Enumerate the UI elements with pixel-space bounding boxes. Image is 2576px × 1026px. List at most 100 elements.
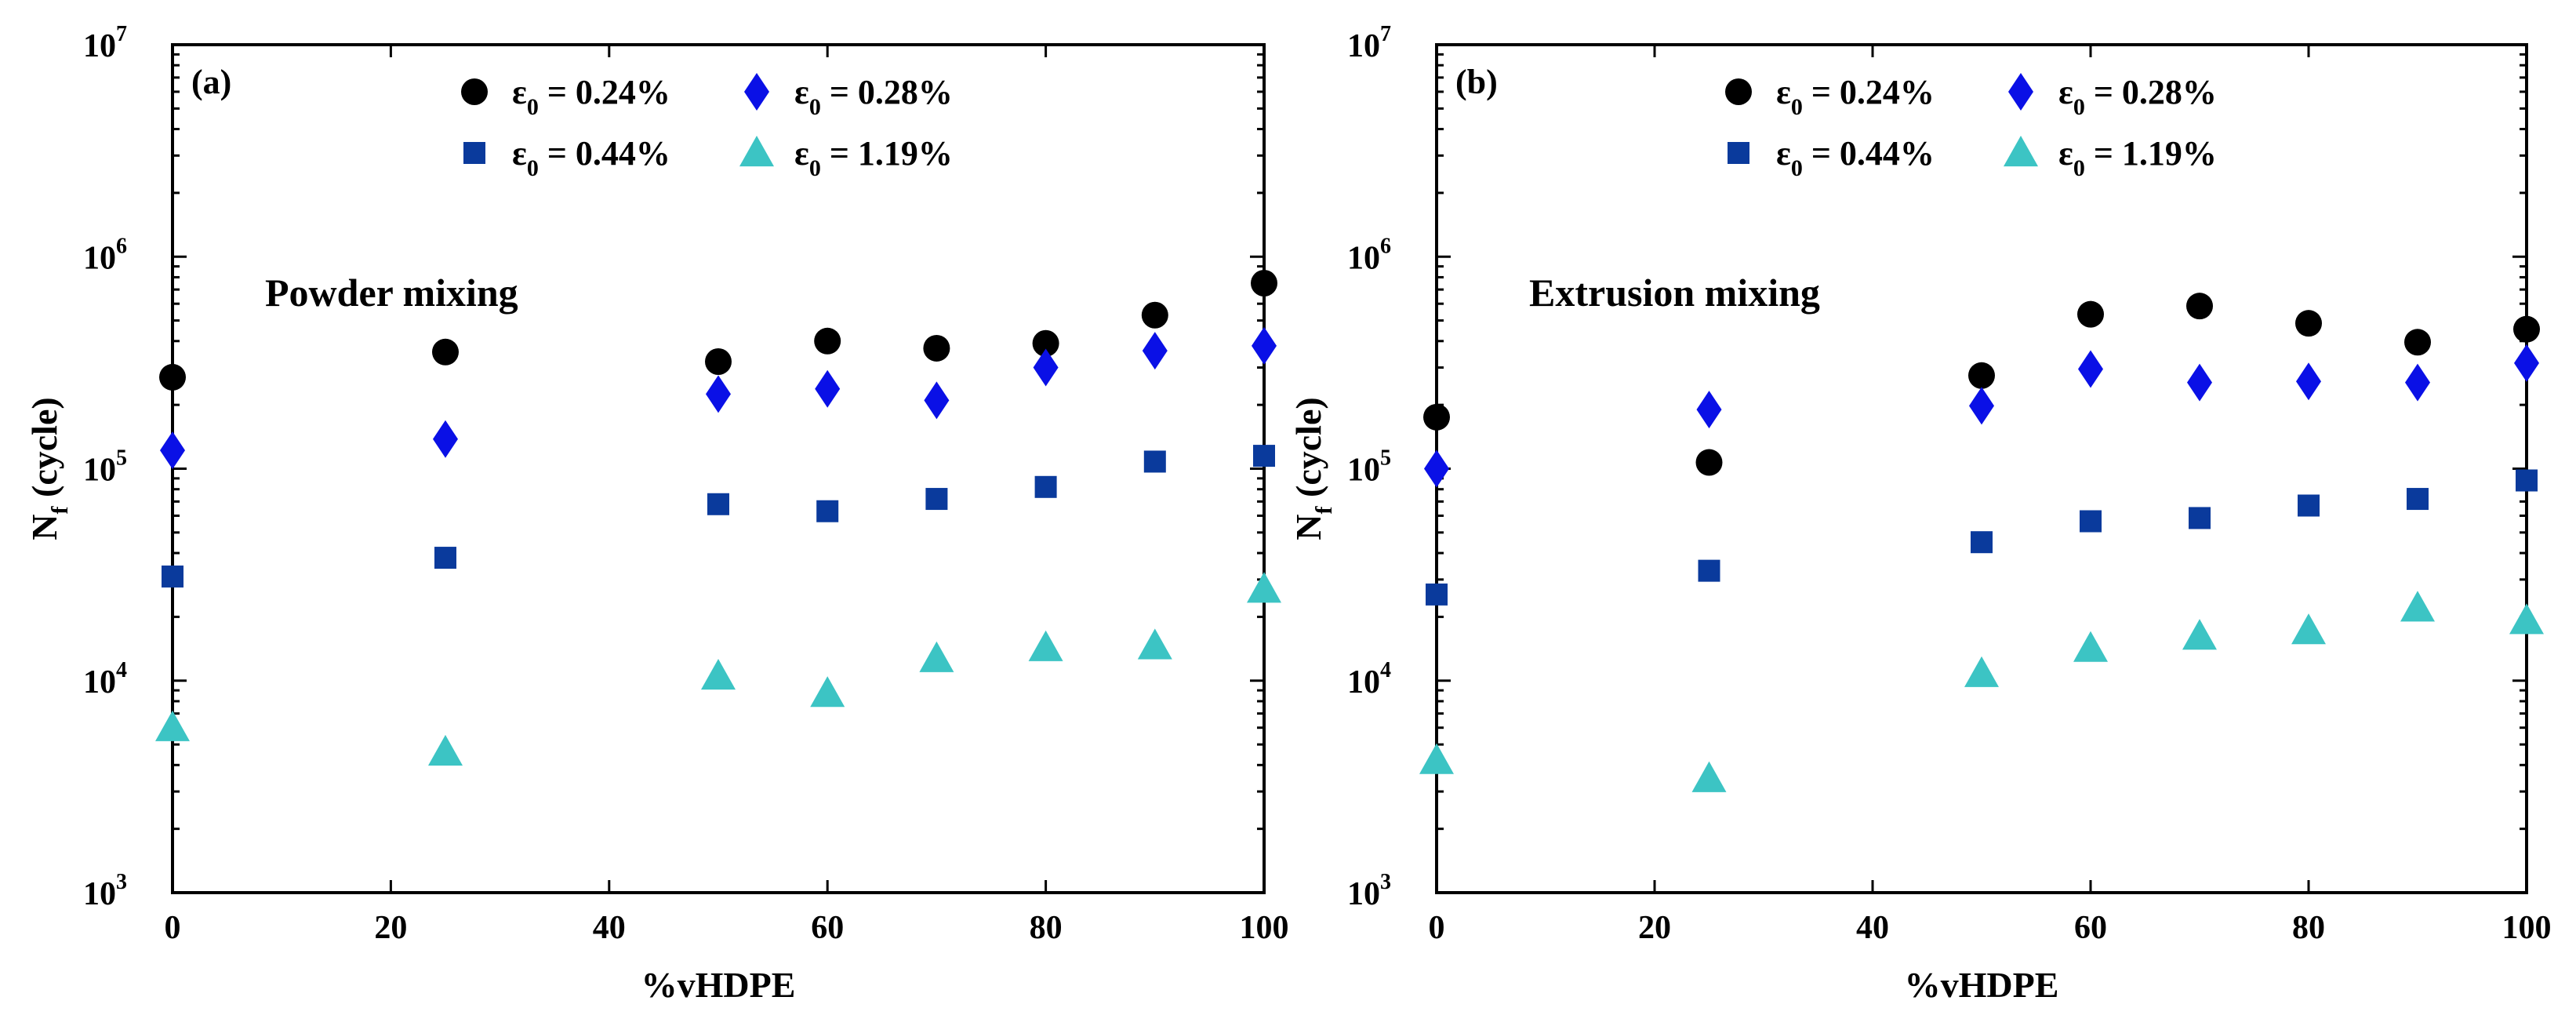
chart-panel-b: 0 20 40 60 80 100 103 104 105 106 107 %vHDPE Nf (cyc… — [1288, 22, 2552, 1005]
data-point-circle — [1141, 301, 1168, 329]
data-point-square — [2516, 469, 2538, 492]
data-point-circle — [2295, 310, 2322, 337]
x-tick-label: 20 — [1638, 910, 1671, 946]
data-point-square — [2407, 488, 2429, 511]
data-point-circle — [814, 327, 841, 355]
data-point-square — [1698, 559, 1720, 582]
data-point-square — [816, 500, 839, 522]
series-circle — [1423, 293, 2540, 476]
x-tick-label: 0 — [1429, 910, 1445, 946]
legend-entry: ε0 = 0.28% — [2058, 73, 2217, 120]
x-tick-label: 20 — [374, 910, 407, 946]
panel-label: (a) — [191, 63, 231, 101]
y-tick-label: 107 — [1347, 22, 1391, 64]
data-point-triangle — [155, 710, 190, 741]
data-point-circle — [1251, 270, 1277, 297]
data-point-circle — [2186, 293, 2213, 320]
data-point-diamond — [1033, 348, 1059, 387]
series-square — [162, 445, 1275, 588]
data-point-triangle — [2291, 613, 2326, 645]
y-tick-label: 104 — [83, 658, 127, 700]
x-axis-label: %vHDPE — [641, 965, 796, 1005]
data-point-diamond — [2078, 350, 2103, 388]
y-tick-label: 106 — [1347, 234, 1391, 276]
chart-panel-a: 0 20 40 60 80 100 103 104 105 106 107 %vHDPE Nf (cyc… — [24, 22, 1289, 1005]
data-point-diamond — [815, 369, 841, 408]
series-square — [1426, 469, 2538, 606]
data-point-triangle — [2073, 631, 2108, 662]
data-point-square — [1426, 583, 1448, 606]
data-point-diamond — [1252, 326, 1277, 365]
panel-label: (b) — [1455, 63, 1498, 101]
data-point-triangle — [428, 734, 463, 766]
data-point-square — [1034, 475, 1057, 498]
data-point-circle — [923, 334, 950, 362]
data-point-circle — [1968, 362, 1995, 389]
legend-entry: ε0 = 0.44% — [512, 134, 670, 181]
legend-marker-diamond — [2008, 73, 2033, 111]
mixing-method-label: Extrusion mixing — [1529, 271, 1820, 315]
legend-marker-triangle — [2004, 136, 2038, 167]
y-tick-label: 107 — [83, 22, 127, 64]
data-point-diamond — [1424, 449, 1449, 488]
x-axis-label: %vHDPE — [1905, 965, 2059, 1005]
data-point-diamond — [2405, 363, 2430, 402]
data-point-circle — [432, 338, 459, 366]
data-point-diamond — [706, 375, 731, 413]
y-tick-label: 103 — [83, 870, 127, 912]
y-tick-label: 103 — [1347, 870, 1391, 912]
legend-entry: ε0 = 0.24% — [1776, 73, 1935, 120]
data-point-circle — [2077, 300, 2104, 328]
data-point-square — [1253, 445, 1275, 468]
data-point-circle — [1695, 449, 1723, 476]
x-tick-label: 40 — [1856, 910, 1889, 946]
data-point-triangle — [2400, 591, 2435, 622]
data-point-circle — [159, 363, 186, 391]
plot-frame — [171, 43, 1266, 894]
plot-frame — [1435, 43, 2528, 894]
legend-entry: ε0 = 0.44% — [1776, 134, 1935, 181]
data-point-circle — [2404, 329, 2431, 356]
data-point-circle — [2513, 315, 2540, 343]
y-tick-label: 106 — [83, 234, 127, 276]
series-diamond — [1424, 344, 2539, 488]
x-tick-label: 60 — [811, 910, 844, 946]
data-point-diamond — [924, 381, 950, 420]
x-tick-label: 80 — [2292, 910, 2325, 946]
data-point-diamond — [433, 420, 458, 458]
data-point-diamond — [2296, 362, 2321, 401]
data-point-circle — [1032, 329, 1059, 357]
x-tick-label: 100 — [1240, 910, 1289, 946]
data-point-triangle — [1691, 761, 1727, 792]
legend: ε0 = 0.24% ε0 = 0.28% ε0 = 0.44% ε0 = 1.19% — [1725, 73, 2217, 181]
data-point-triangle — [810, 676, 845, 708]
x-tick-label: 0 — [165, 910, 181, 946]
y-tick-label: 104 — [1347, 658, 1391, 700]
legend-marker-triangle — [739, 136, 774, 167]
data-point-triangle — [2509, 603, 2544, 635]
data-point-triangle — [919, 641, 954, 672]
legend-marker-square — [1728, 142, 1749, 164]
data-point-square — [1971, 531, 1993, 554]
legend: ε0 = 0.24% ε0 = 0.28% ε0 = 0.44% ε0 = 1.19% — [461, 73, 953, 181]
x-tick-label: 100 — [2502, 910, 2552, 946]
data-point-square — [2298, 494, 2320, 517]
data-point-triangle — [1028, 630, 1063, 661]
data-point-triangle — [2182, 619, 2217, 650]
y-axis-label: Nf (cycle) — [24, 397, 73, 540]
data-point-square — [707, 493, 729, 515]
x-tick-label: 80 — [1030, 910, 1063, 946]
series-triangle — [155, 572, 1281, 766]
data-point-square — [2080, 510, 2102, 533]
data-point-square — [2189, 507, 2211, 529]
x-tick-label: 60 — [2074, 910, 2107, 946]
data-point-triangle — [1137, 628, 1172, 660]
series-triangle — [1419, 591, 2544, 792]
legend-entry: ε0 = 0.28% — [794, 73, 953, 120]
series-diamond — [160, 326, 1277, 470]
data-point-diamond — [1696, 391, 1722, 429]
x-tick-label: 40 — [593, 910, 626, 946]
data-point-diamond — [2187, 363, 2212, 402]
legend-marker-diamond — [744, 73, 769, 111]
